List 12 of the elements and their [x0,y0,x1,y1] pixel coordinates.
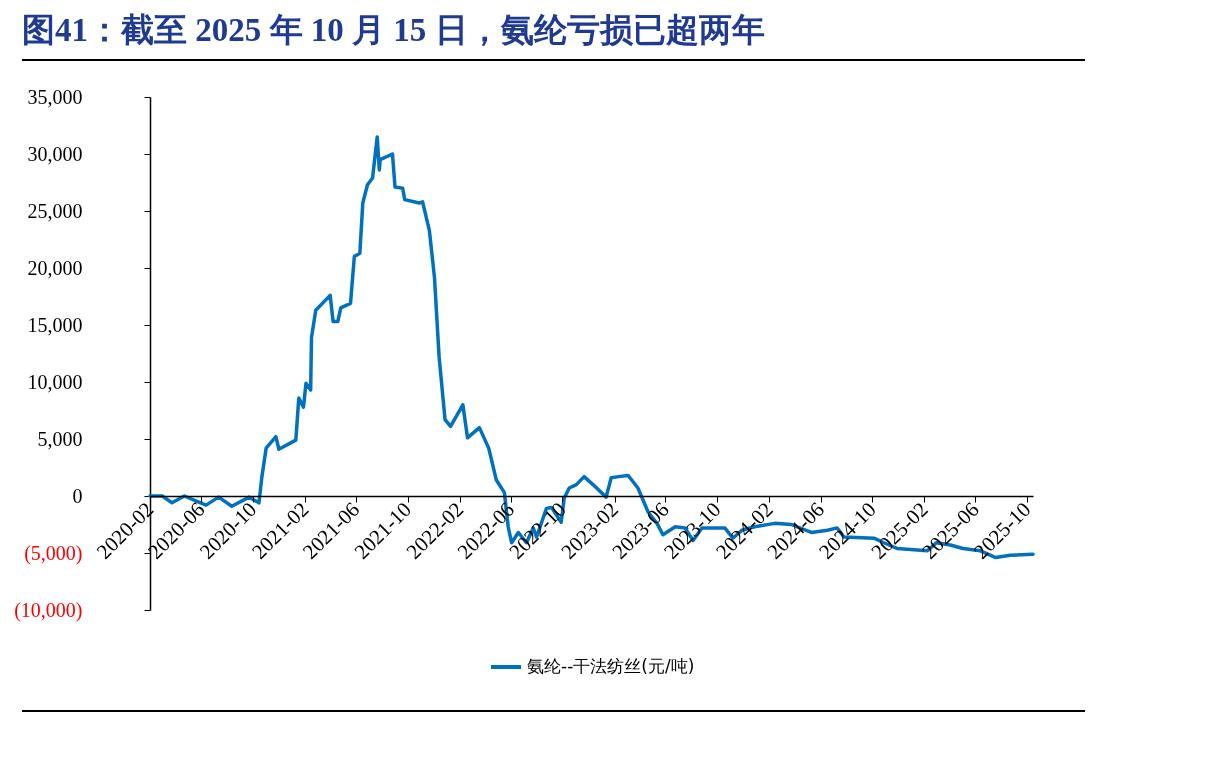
y-tick-label: 25,000 [27,199,83,222]
y-tick-label: 10,000 [27,370,83,393]
chart-title: 图41：截至 2025 年 10 月 15 日，氨纶亏损已超两年 [22,8,1085,61]
y-tick-label: 30,000 [27,142,83,165]
y-tick-label: 20,000 [27,256,83,279]
y-tick-label: (5,000) [24,541,83,565]
y-tick-label: (10,000) [14,598,83,622]
y-tick-label: 15,000 [27,313,83,336]
y-tick-label: 0 [72,484,83,507]
legend-label: 氨纶--干法纺丝(元/吨) [527,656,695,676]
y-tick-label: 35,000 [27,85,83,108]
y-tick-label: 5,000 [37,427,83,450]
